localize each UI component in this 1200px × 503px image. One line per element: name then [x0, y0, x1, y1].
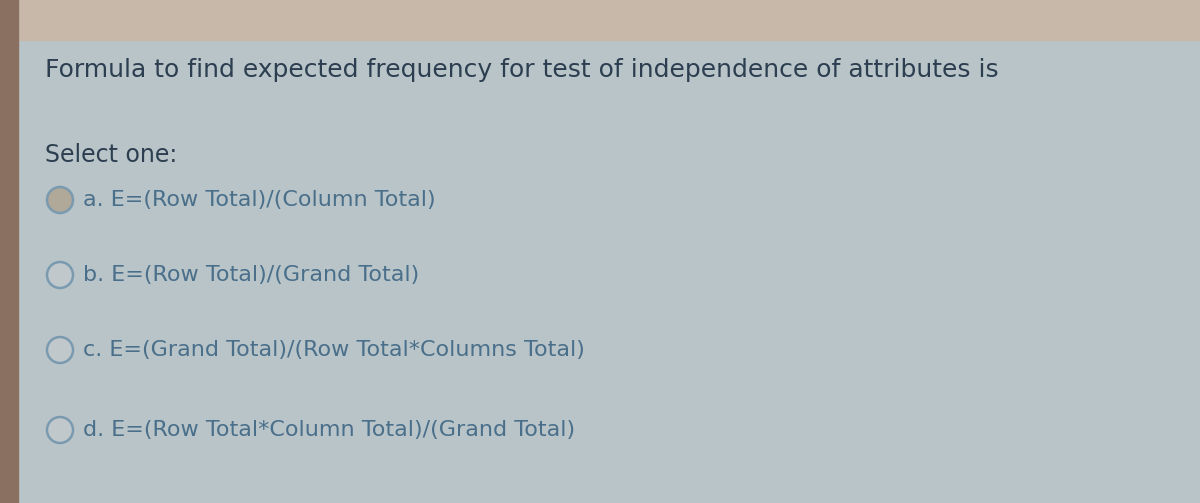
Ellipse shape	[47, 417, 73, 443]
Text: a. E=(Row Total)/(Column Total): a. E=(Row Total)/(Column Total)	[83, 190, 436, 210]
Ellipse shape	[47, 187, 73, 213]
Bar	[0, 0, 18, 503]
Text: b. E=(Row Total)/(Grand Total): b. E=(Row Total)/(Grand Total)	[83, 265, 419, 285]
Bar	[0, 0, 1200, 40]
Text: c. E=(Grand Total)/(Row Total*Columns Total): c. E=(Grand Total)/(Row Total*Columns To…	[83, 340, 584, 360]
Ellipse shape	[47, 262, 73, 288]
Ellipse shape	[47, 337, 73, 363]
Text: Select one:: Select one:	[46, 143, 178, 167]
Text: Formula to find expected frequency for test of independence of attributes is: Formula to find expected frequency for t…	[46, 58, 998, 82]
Text: d. E=(Row Total*Column Total)/(Grand Total): d. E=(Row Total*Column Total)/(Grand Tot…	[83, 420, 575, 440]
